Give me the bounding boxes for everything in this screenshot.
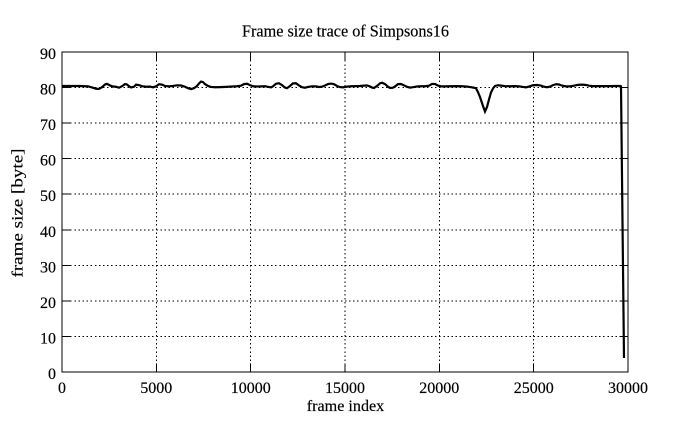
svg-text:60: 60	[40, 153, 56, 170]
svg-text:15000: 15000	[325, 380, 365, 397]
svg-text:25000: 25000	[514, 380, 554, 397]
svg-text:5000: 5000	[140, 380, 172, 397]
svg-text:70: 70	[40, 117, 56, 134]
svg-text:40: 40	[40, 224, 56, 241]
svg-text:Frame size trace of Simpsons16: Frame size trace of Simpsons16	[242, 22, 449, 41]
svg-text:80: 80	[40, 82, 56, 99]
svg-text:10000: 10000	[231, 380, 271, 397]
svg-text:10: 10	[40, 330, 56, 347]
svg-text:30000: 30000	[608, 380, 648, 397]
svg-text:50: 50	[40, 188, 56, 205]
svg-text:20: 20	[40, 295, 56, 312]
svg-text:frame index: frame index	[307, 398, 385, 415]
svg-text:30: 30	[40, 259, 56, 276]
svg-text:0: 0	[48, 366, 56, 383]
svg-text:90: 90	[40, 46, 56, 63]
svg-text:0: 0	[58, 380, 66, 397]
svg-text:frame size [byte]: frame size [byte]	[10, 149, 27, 278]
svg-text:20000: 20000	[419, 380, 459, 397]
